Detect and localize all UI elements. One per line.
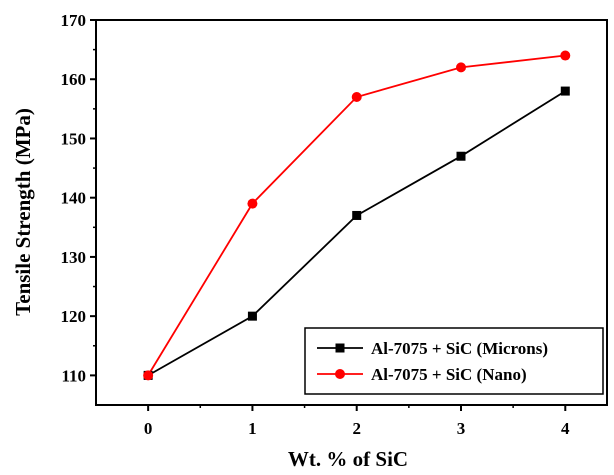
x-tick-label: 0 bbox=[144, 419, 153, 438]
legend-label: Al-7075 + SiC (Nano) bbox=[371, 365, 527, 384]
plot-frame bbox=[95, 19, 608, 406]
y-tick-label: 170 bbox=[61, 11, 87, 30]
legend-marker bbox=[335, 343, 345, 353]
y-tick-label: 160 bbox=[61, 70, 87, 89]
legend-label: Al-7075 + SiC (Microns) bbox=[371, 339, 548, 358]
data-point bbox=[352, 210, 362, 220]
x-axis-ticks: 0 1 2 3 4 bbox=[144, 405, 570, 438]
data-point bbox=[456, 62, 466, 73]
plot-area bbox=[95, 19, 608, 406]
data-point bbox=[456, 151, 466, 161]
series-layer bbox=[143, 50, 571, 381]
legend-marker bbox=[335, 369, 345, 379]
data-point bbox=[560, 86, 570, 96]
x-tick-label: 1 bbox=[248, 419, 257, 438]
y-axis-ticks: 110 120 130 140 150 160 170 bbox=[61, 11, 96, 385]
y-tick-label: 130 bbox=[61, 248, 87, 267]
y-axis-title: Tensile Strength (MPa) bbox=[11, 108, 35, 316]
x-tick-label: 3 bbox=[457, 419, 466, 438]
y-tick-label: 120 bbox=[61, 307, 87, 326]
data-point bbox=[560, 50, 571, 61]
data-point bbox=[351, 92, 362, 102]
data-point bbox=[247, 311, 257, 321]
legend-box bbox=[304, 327, 604, 395]
data-point bbox=[247, 198, 258, 209]
y-tick-label: 140 bbox=[61, 189, 87, 208]
legend: Al-7075 + SiC (Microns) Al-7075 + SiC (Na… bbox=[304, 327, 604, 395]
y-tick-label: 110 bbox=[61, 366, 86, 385]
x-axis-title: Wt. % of SiC bbox=[288, 447, 408, 471]
x-tick-label: 2 bbox=[352, 419, 361, 438]
y-tick-label: 150 bbox=[61, 129, 87, 148]
data-point bbox=[143, 370, 154, 381]
x-tick-label: 4 bbox=[561, 419, 570, 438]
